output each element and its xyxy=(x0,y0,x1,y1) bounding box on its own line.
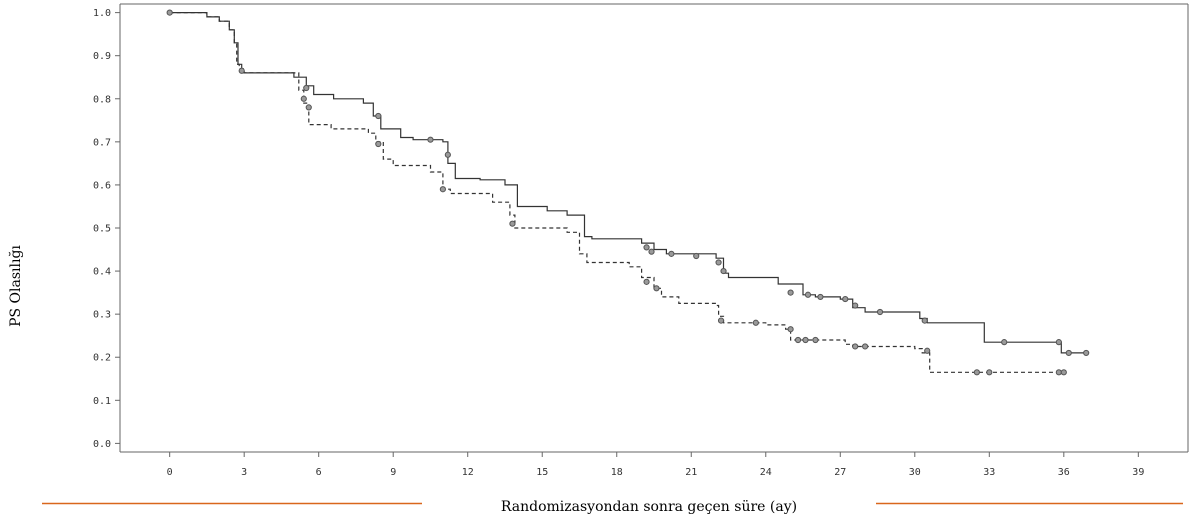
x-tick-label: 9 xyxy=(390,467,396,478)
x-tick-label: 18 xyxy=(611,467,623,478)
solid-censor-point xyxy=(427,136,434,143)
dashed-censor-point xyxy=(794,336,802,344)
x-tick-label: 6 xyxy=(316,467,322,478)
solid-censor-point xyxy=(715,259,722,266)
y-tick-label: 0.5 xyxy=(93,224,111,235)
y-tick-label: 0.7 xyxy=(93,137,111,148)
dashed-censor-point xyxy=(802,336,809,344)
survival-curves xyxy=(169,12,1087,373)
solid-censor-point xyxy=(693,252,700,260)
y-tick-label: 1.0 xyxy=(93,8,111,19)
y-tick-label: 0.6 xyxy=(93,180,111,191)
y-tick-label: 0.2 xyxy=(93,353,111,364)
solid-censor-point xyxy=(921,317,928,324)
dashed-censor-point xyxy=(643,278,650,285)
solid-censor-point xyxy=(303,84,310,92)
dashed-censor-point xyxy=(305,104,312,111)
y-tick-label: 0.9 xyxy=(93,51,111,62)
dashed-censor-point xyxy=(375,140,382,148)
x-tick-label: 27 xyxy=(834,467,846,478)
solid-censor-point xyxy=(643,244,650,251)
x-axis-ticks: 0 3 6 9 12 15 18 21 24 27 30 33 36 39 xyxy=(167,452,1144,478)
solid-censor-point xyxy=(1055,339,1062,346)
dashed-censor-point xyxy=(924,347,931,354)
solid-censor-point xyxy=(1083,349,1090,357)
solid-censor-point xyxy=(648,248,655,255)
x-tick-label: 0 xyxy=(167,467,173,478)
dashed-censor-point xyxy=(986,369,993,376)
solid-censor-point xyxy=(817,293,824,301)
dashed-censor-point xyxy=(852,343,859,350)
x-tick-label: 36 xyxy=(1058,467,1070,478)
solid-censor-point xyxy=(444,151,451,158)
solid-censor-point xyxy=(876,308,884,316)
solid-censor-point xyxy=(852,302,859,309)
y-tick-label: 0.3 xyxy=(93,310,111,321)
dashed-censor-point xyxy=(1060,369,1067,376)
solid-censor-point xyxy=(787,289,794,296)
dashed-censor-point xyxy=(653,285,660,292)
dashed-censor-point xyxy=(717,317,725,324)
x-axis-title: Randomizasyondan sonra geçen süre (ay) xyxy=(501,499,797,515)
dashed-censor-point xyxy=(862,343,869,350)
y-axis-title: PS Olasılığı xyxy=(8,245,24,327)
x-tick-label: 39 xyxy=(1132,467,1144,478)
y-axis-ticks: 0.0 0.1 0.2 0.3 0.4 0.5 0.6 0.7 0.8 0.9 1.0 xyxy=(93,8,120,450)
dashed-censor-point xyxy=(509,220,516,227)
solid-censor-point xyxy=(842,295,849,303)
x-tick-label: 30 xyxy=(909,467,921,478)
y-tick-label: 0.1 xyxy=(93,396,111,407)
x-tick-label: 15 xyxy=(536,467,548,478)
dashed-censor-point xyxy=(812,336,819,344)
dashed-censor-point xyxy=(439,186,446,193)
x-tick-label: 33 xyxy=(983,467,995,478)
solid-censor-point xyxy=(166,9,173,16)
y-tick-label: 0.0 xyxy=(93,439,111,450)
solid-censor-point xyxy=(1065,349,1072,357)
dashed-survival-curve xyxy=(169,12,1064,373)
y-tick-label: 0.8 xyxy=(93,94,111,105)
x-tick-label: 12 xyxy=(462,467,474,478)
y-tick-label: 0.4 xyxy=(93,267,111,278)
solid-censor-point xyxy=(668,250,675,257)
solid-survival-curve xyxy=(169,12,1087,354)
dashed-censor-point xyxy=(973,369,980,376)
solid-censor-point xyxy=(375,112,382,120)
plot-frame xyxy=(119,3,1189,453)
solid-censor-point xyxy=(720,267,727,275)
x-tick-label: 21 xyxy=(685,467,697,478)
dashed-censor-point xyxy=(300,95,307,102)
x-tick-label: 3 xyxy=(241,467,247,478)
censor-markers xyxy=(166,9,1090,376)
solid-censor-point xyxy=(238,67,245,74)
dashed-censor-point xyxy=(1055,369,1062,376)
solid-censor-point xyxy=(804,291,812,298)
dashed-censor-point xyxy=(787,326,794,333)
x-tick-label: 24 xyxy=(760,467,772,478)
solid-censor-point xyxy=(1001,339,1008,346)
dashed-censor-point xyxy=(752,319,759,326)
